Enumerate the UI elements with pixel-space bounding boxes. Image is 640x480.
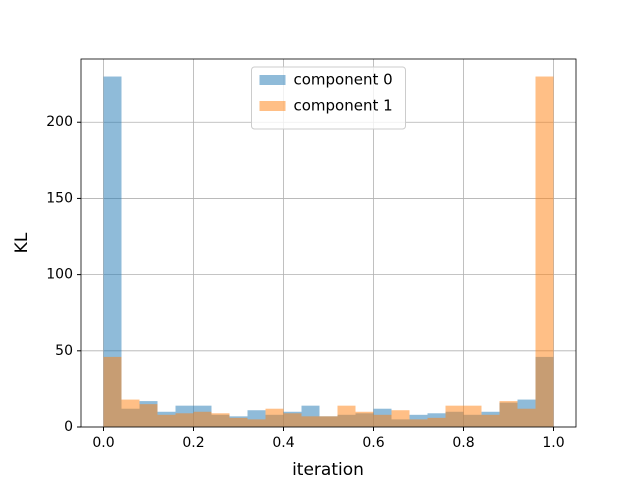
bar [157, 414, 176, 427]
bar [337, 405, 356, 427]
bar [499, 401, 518, 427]
bar [103, 76, 122, 428]
bar [409, 419, 428, 427]
x-axis-label: iteration [292, 460, 364, 480]
x-tick-label: 0.2 [182, 435, 204, 451]
bar [355, 411, 374, 427]
bar [481, 414, 500, 427]
bar [427, 417, 446, 427]
bar [517, 408, 536, 427]
bar [463, 405, 482, 427]
y-tick-label: 50 [55, 343, 73, 359]
bar [319, 416, 338, 427]
y-tick-label: 150 [46, 190, 73, 206]
bar [373, 414, 392, 427]
bar [265, 408, 284, 427]
legend-label: component 1 [294, 97, 393, 115]
bar [211, 413, 230, 427]
bar [193, 411, 212, 427]
x-tick-label: 0.6 [362, 435, 384, 451]
bar [283, 413, 302, 427]
y-tick-label: 200 [46, 114, 73, 130]
y-tick-label: 0 [64, 419, 73, 435]
y-axis-label: KL [12, 232, 32, 253]
bar [535, 76, 554, 428]
legend-swatch [259, 101, 286, 111]
x-tick-label: 0.0 [92, 435, 114, 451]
x-tick-label: 1.0 [542, 435, 564, 451]
bar [247, 419, 266, 427]
bar [175, 413, 194, 427]
x-tick-label: 0.4 [272, 435, 294, 451]
axes-frame [80, 58, 577, 428]
bar [229, 417, 248, 427]
bar [445, 405, 464, 427]
bar [139, 404, 158, 427]
bar [301, 416, 320, 427]
bar [391, 410, 410, 427]
bar [103, 356, 122, 427]
y-tick-label: 100 [46, 267, 73, 283]
legend-label: component 0 [294, 71, 393, 89]
bar [121, 399, 140, 427]
legend [251, 66, 406, 130]
x-tick-label: 0.8 [452, 435, 474, 451]
legend-swatch [259, 75, 286, 85]
